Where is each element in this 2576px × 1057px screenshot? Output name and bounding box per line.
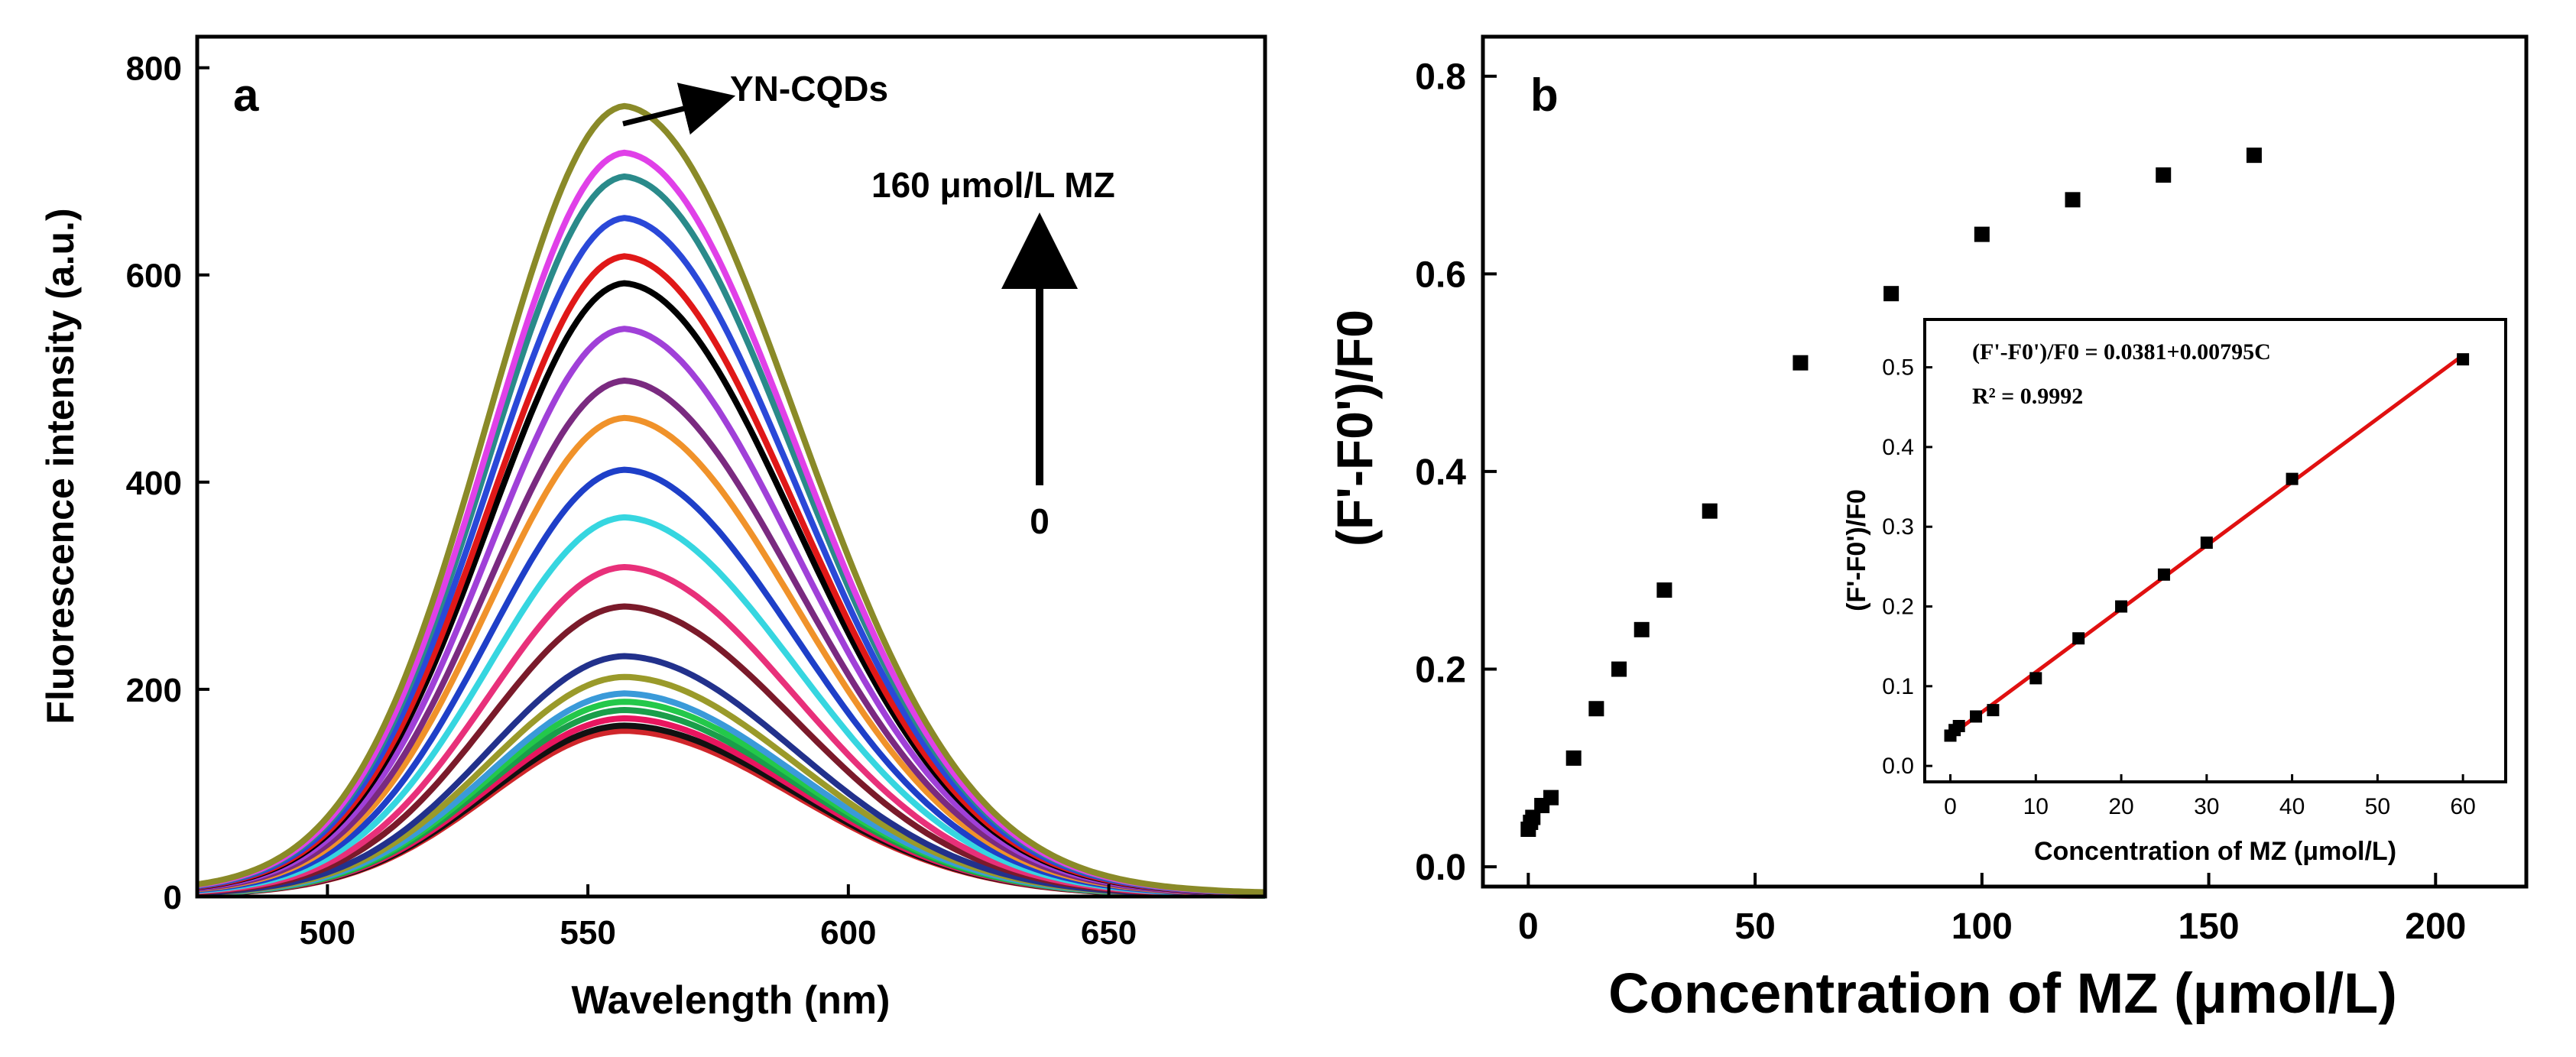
inset-data-point (1970, 710, 1983, 723)
panel-b-y-ticks: 0.0 0.2 0.4 0.6 0.8 (1415, 57, 1497, 888)
inset-data-point (2072, 632, 2085, 645)
inset-y-tick-label: 0.2 (1882, 595, 1914, 620)
data-point (1974, 226, 1990, 242)
data-point (1702, 503, 1718, 519)
panel-b-y-tick-label: 0.8 (1415, 57, 1466, 98)
data-point (1883, 286, 1900, 302)
inset-data-point (1952, 719, 1965, 732)
panel-b-x-tick-label: 200 (2405, 906, 2466, 947)
inset-y-axis-label: (F'-F0')/F0 (1842, 489, 1871, 611)
data-point (1525, 809, 1541, 825)
spectrum-curve (196, 149, 1266, 896)
arrow-bottom-label: 0 (1030, 501, 1050, 541)
panel-a-x-tick-label: 550 (560, 914, 615, 952)
panel-a-y-tick-label: 600 (126, 258, 182, 295)
panel-b-x-tick-label: 50 (1734, 906, 1775, 947)
inset-x-tick-label: 20 (2108, 794, 2133, 819)
data-point (1611, 661, 1627, 677)
panel-a-x-tick-label: 650 (1081, 914, 1137, 952)
data-point (1792, 355, 1809, 371)
inset-x-tick-label: 30 (2194, 794, 2219, 819)
inset-points (1944, 353, 2470, 742)
inset-x-ticks: 0 10 20 30 40 50 60 (1944, 774, 2476, 819)
inset-data-point (2115, 600, 2128, 613)
inset-equation: (F'-F0')/F0 = 0.0381+0.00795C (1972, 339, 2271, 365)
arrow-top-label: 160 μmol/L MZ (871, 165, 1115, 205)
inset-data-point (1987, 704, 2000, 717)
data-point (2246, 148, 2262, 164)
panel-b-x-axis-label: Concentration of MZ (μmol/L) (1608, 961, 2397, 1025)
panel-a-y-tick-label: 200 (126, 672, 182, 709)
panel-b-label: b (1530, 70, 1559, 121)
inset-x-tick-label: 50 (2365, 794, 2390, 819)
panel-a: 500 550 600 650 0 200 400 600 800 a YN-CQDs 160… (39, 34, 1267, 1023)
data-point (1588, 701, 1604, 717)
panel-b-y-tick-label: 0.6 (1415, 255, 1466, 295)
inset-data-point (2200, 537, 2213, 550)
panel-a-y-axis-label: Fluorescence intensity (a.u.) (39, 208, 82, 724)
panel-a-y-tick-label: 0 (164, 879, 182, 916)
inset-x-axis-label: Concentration of MZ (μmol/L) (2034, 837, 2396, 866)
data-point (2156, 167, 2172, 183)
annotation-yn-cqds: YN-CQDs (730, 69, 888, 109)
inset-x-tick-label: 40 (2279, 794, 2305, 819)
panel-a-y-tick-label: 400 (126, 465, 182, 502)
panel-b-x-tick-label: 0 (1518, 906, 1539, 947)
panel-b-x-ticks: 0 50 100 150 200 (1518, 873, 2466, 947)
inset-r2: R² = 0.9992 (1972, 384, 2083, 409)
panel-a-y-tick-label: 800 (126, 50, 182, 88)
inset-data-point (2029, 672, 2042, 685)
panel-a-y-ticks: 0 200 400 600 800 (126, 50, 209, 916)
panel-a-curves (196, 102, 1266, 899)
panel-a-x-ticks: 500 550 600 650 (300, 884, 1137, 952)
data-point (1565, 750, 1582, 766)
inset-x-tick-label: 0 (1944, 794, 1957, 819)
panel-b-y-tick-label: 0.0 (1415, 848, 1466, 888)
data-point (1634, 621, 1650, 637)
panel-a-x-tick-label: 500 (300, 914, 355, 952)
inset-x-tick-label: 60 (2450, 794, 2475, 819)
inset-y-ticks: 0.0 0.1 0.2 0.3 0.4 0.5 (1882, 355, 1932, 779)
spectrum-curve (196, 326, 1266, 897)
inset-y-tick-label: 0.1 (1882, 674, 1914, 699)
panel-b-x-tick-label: 150 (2179, 906, 2240, 947)
panel-b-x-tick-label: 100 (1951, 906, 2013, 947)
data-point (1656, 582, 1672, 598)
spectrum-curve (196, 514, 1266, 898)
panel-a-label: a (233, 70, 259, 121)
spectrum-curve (196, 466, 1266, 897)
spectrum-curve (196, 378, 1266, 897)
panel-b-points (1520, 148, 2262, 838)
panel-b-y-tick-label: 0.2 (1415, 650, 1466, 691)
inset-y-tick-label: 0.3 (1882, 514, 1914, 540)
inset-data-point (2286, 472, 2299, 485)
panel-b-y-axis-label: (F'-F0')/F0 (1326, 310, 1383, 546)
inset-data-point (2457, 353, 2470, 366)
panel-a-x-axis-label: Wavelength (nm) (572, 978, 891, 1023)
spectrum-curve (196, 102, 1266, 896)
data-point (2065, 192, 2081, 208)
panel-b: 0 50 100 150 200 0.00.20.40.60.8 b Concentra… (1326, 34, 2529, 1025)
inset-x-tick-label: 10 (2023, 794, 2049, 819)
data-point (1543, 790, 1559, 806)
inset-data-point (2157, 568, 2170, 581)
annotation-arrow (622, 83, 736, 135)
panel-b-y-tick-label: 0.4 (1415, 452, 1466, 493)
inset-y-tick-label: 0.5 (1882, 355, 1914, 381)
inset-y-tick-label: 0.0 (1882, 754, 1914, 779)
inset-chart: 0 10 20 30 40 50 60 0.0 0.1 0.2 0.3 0.4 0.5 (F'-F0'… (1842, 318, 2507, 866)
panel-a-x-tick-label: 600 (820, 914, 876, 952)
inset-y-tick-label: 0.4 (1882, 435, 1914, 460)
panel-a-frame (195, 34, 1267, 899)
panel-b-frame (1481, 34, 2529, 889)
